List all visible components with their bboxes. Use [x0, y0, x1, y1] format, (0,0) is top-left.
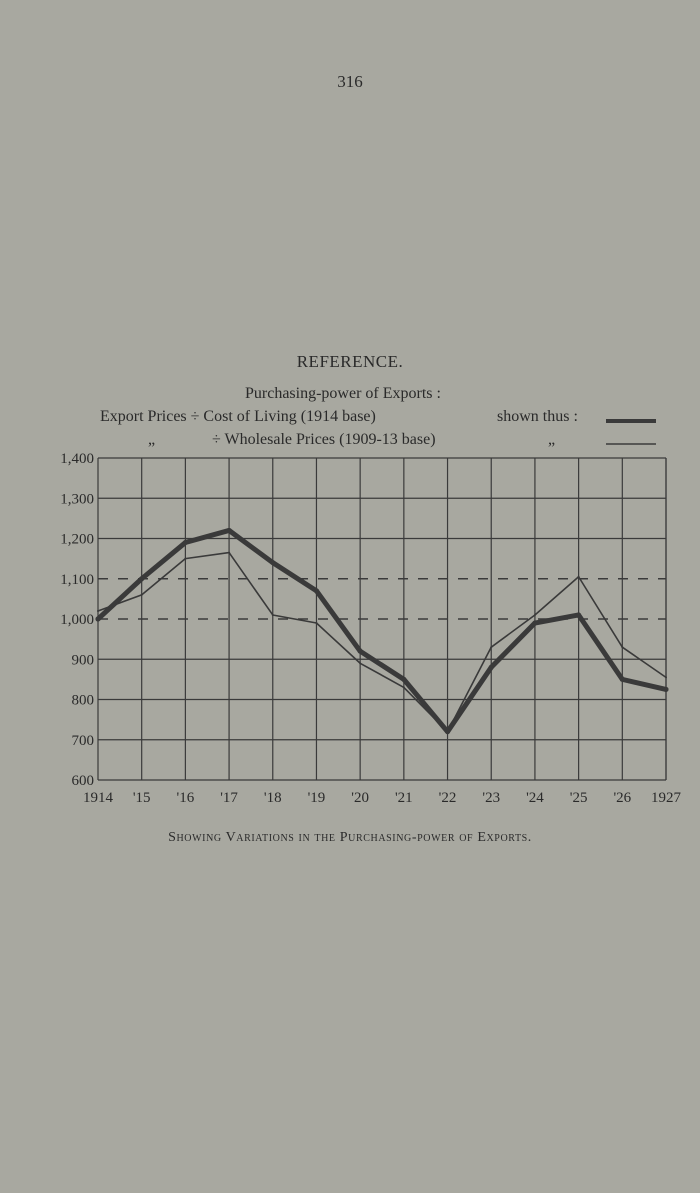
series-line-wholesale-prices	[97, 551, 667, 733]
data-point	[663, 686, 669, 692]
y-tick-label: 900	[72, 652, 95, 668]
series-line-cost-of-living	[95, 527, 669, 735]
page-number: 316	[337, 72, 363, 91]
x-tick-label: '24	[526, 790, 544, 806]
y-tick-label: 800	[72, 693, 95, 709]
legend-thick-line-sample	[606, 419, 656, 423]
data-point	[95, 616, 101, 622]
x-tick-label: '25	[570, 790, 588, 806]
data-point	[532, 620, 538, 626]
x-tick-label: '17	[220, 790, 238, 806]
reference-heading: REFERENCE.	[296, 352, 404, 371]
x-tick-label: 1927	[651, 790, 682, 806]
y-tick-label: 1,000	[60, 612, 94, 628]
data-point	[577, 575, 580, 578]
legend-row2-ditto: „	[148, 431, 156, 448]
y-tick-label: 1,200	[60, 532, 94, 548]
y-tick-label: 700	[72, 733, 95, 749]
data-point	[665, 676, 667, 679]
data-point	[401, 676, 407, 682]
legend-row1-note: shown thus :	[497, 408, 578, 425]
data-point	[619, 676, 625, 682]
data-point	[140, 593, 143, 596]
data-point	[446, 730, 449, 733]
x-tick-label: 1914	[83, 790, 114, 806]
data-point	[533, 613, 536, 616]
x-tick-label: '18	[264, 790, 282, 806]
y-tick-label: 600	[72, 773, 95, 789]
legend-title: Purchasing-power of Exports :	[245, 385, 441, 402]
x-tick-label: '20	[351, 790, 369, 806]
data-point	[576, 612, 582, 618]
data-point	[402, 686, 405, 689]
data-point	[490, 646, 493, 649]
legend-row2-ditto-note: „	[548, 431, 556, 448]
data-point	[184, 557, 187, 560]
data-point	[488, 664, 494, 670]
purchasing-power-chart: 600 700 800 900 1,000 1,100 1,200 1,300 1,400 19…	[60, 451, 682, 806]
x-tick-label: '15	[133, 790, 151, 806]
data-point	[357, 648, 363, 654]
legend-row2-label: ÷ Wholesale Prices (1909-13 base)	[212, 431, 436, 448]
y-axis-ticks: 600 700 800 900 1,000 1,100 1,200 1,300 1,400	[60, 451, 94, 789]
legend-thin-line-sample	[606, 443, 656, 445]
figure-caption: Showing Variations in the Purchasing-pow…	[168, 830, 532, 845]
chart-series	[95, 527, 669, 735]
data-point	[182, 540, 188, 546]
data-point	[97, 609, 99, 612]
chart-grid	[97, 457, 667, 781]
x-tick-label: '16	[177, 790, 195, 806]
x-tick-label: '19	[308, 790, 326, 806]
data-point	[271, 613, 274, 616]
data-point	[315, 622, 318, 625]
x-tick-label: '26	[613, 790, 631, 806]
x-tick-label: '21	[395, 790, 413, 806]
data-point	[359, 662, 362, 665]
data-point	[313, 588, 319, 594]
x-tick-label: '22	[439, 790, 457, 806]
data-point	[228, 551, 231, 554]
data-point	[139, 576, 145, 582]
legend-row1-label: Export Prices ÷ Cost of Living (1914 bas…	[100, 408, 376, 425]
y-tick-label: 1,100	[60, 572, 94, 588]
chart-reference-lines	[98, 577, 666, 620]
data-point	[270, 560, 276, 566]
x-tick-label: '23	[482, 790, 500, 806]
x-axis-ticks: 1914 '15 '16 '17 '18 '19 '20 '21 '22 '23 '24 '25 '26…	[83, 790, 682, 806]
data-point	[226, 527, 232, 533]
y-tick-label: 1,300	[60, 491, 94, 507]
data-point	[621, 646, 624, 649]
y-tick-label: 1,400	[60, 451, 94, 467]
